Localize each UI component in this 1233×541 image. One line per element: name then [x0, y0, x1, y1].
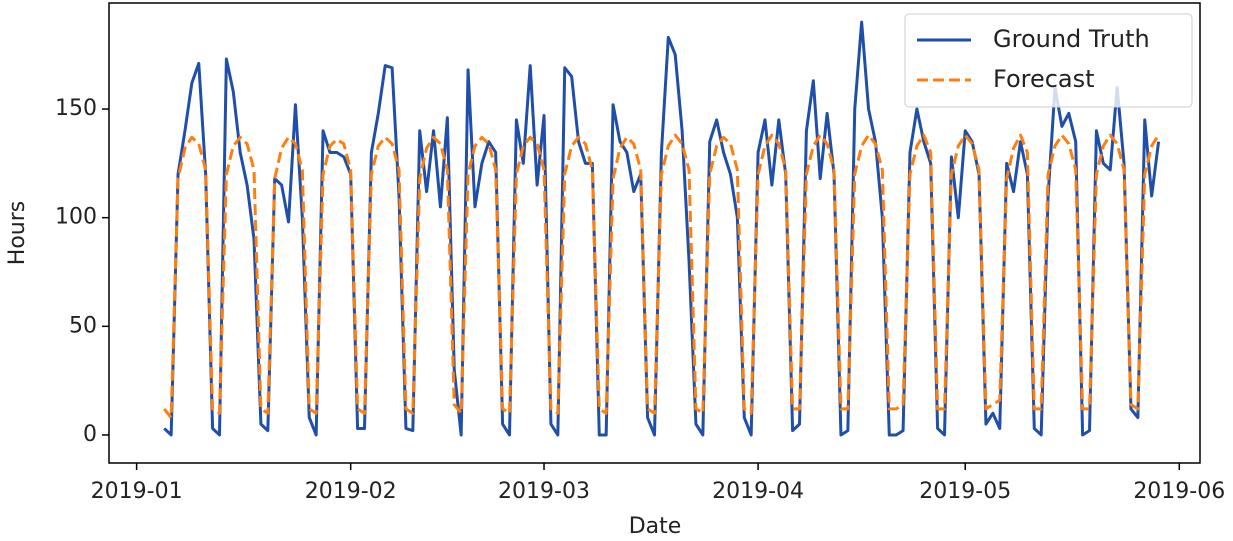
legend: Ground Truth Forecast: [904, 13, 1193, 108]
x-tick-label: 2019-05: [919, 479, 1011, 504]
legend-label: Forecast: [993, 65, 1095, 93]
x-tick-label: 2019-02: [305, 479, 397, 504]
y-tick-label: 100: [55, 205, 97, 230]
y-tick-label: 0: [83, 422, 97, 447]
legend-box: [904, 13, 1193, 108]
x-tick-label: 2019-06: [1133, 479, 1225, 504]
series-line: [163, 133, 1160, 420]
x-axis-label: Date: [629, 514, 682, 539]
x-tick-label: 2019-01: [91, 479, 183, 504]
x-tick-label: 2019-03: [498, 479, 590, 504]
y-tick-label: 150: [55, 96, 97, 121]
y-tick-label: 50: [69, 313, 97, 338]
plot-frame: [108, 2, 1201, 464]
legend-label: Ground Truth: [993, 25, 1150, 53]
series-line: [163, 20, 1161, 437]
x-tick-label: 2019-04: [712, 479, 804, 504]
y-axis-label: Hours: [5, 201, 30, 265]
